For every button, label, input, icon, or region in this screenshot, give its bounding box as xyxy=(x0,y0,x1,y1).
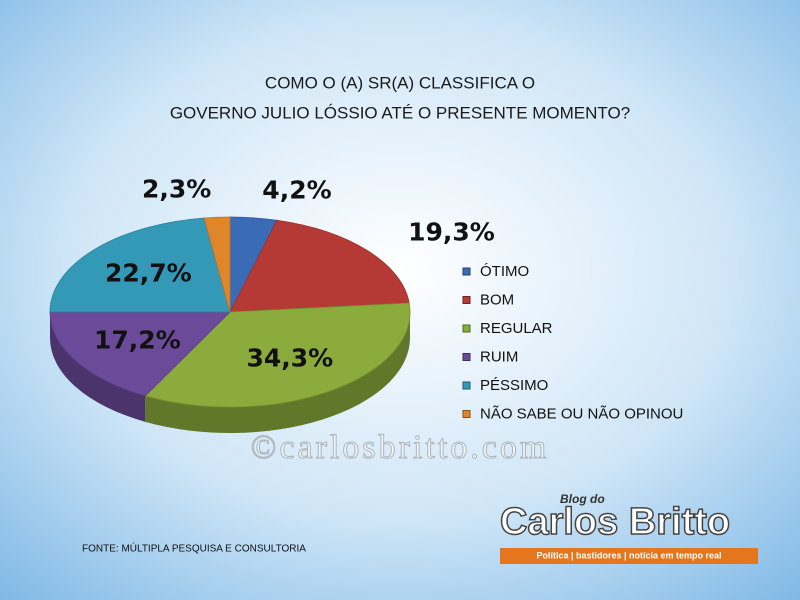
legend-swatch xyxy=(462,353,471,361)
legend-swatch xyxy=(462,267,471,276)
slice xyxy=(203,216,231,313)
chart-title: GOVERNO JULIO LÓSSIO ATÉ O PRESENTE MOME… xyxy=(170,103,630,122)
legend-swatch xyxy=(462,410,471,418)
source: FONTE: MÚLTIPLA PESQUISA E CONSULTORIA xyxy=(82,542,306,555)
value-label: 34,3% xyxy=(246,343,333,372)
slice xyxy=(229,219,410,313)
logo-tagline: Política | bastidores | notícia em tempo… xyxy=(536,550,721,560)
slice-top xyxy=(203,216,231,313)
slice xyxy=(49,311,231,422)
value-label: 22,7% xyxy=(105,259,192,288)
slice-top xyxy=(49,217,231,313)
legend-label: ÓTIMO xyxy=(480,263,529,280)
slice-top xyxy=(144,302,411,408)
slice xyxy=(144,302,411,433)
pie xyxy=(49,216,411,433)
logo-kicker: Blog do xyxy=(560,492,605,506)
value-label: 2,3% xyxy=(142,175,211,204)
slice-side xyxy=(145,312,410,433)
slice-top xyxy=(49,311,231,397)
logo-name: Carlos Britto xyxy=(500,501,730,543)
value-label: 4,2% xyxy=(262,175,331,204)
legend-label: RUIM xyxy=(480,348,518,365)
logo-bar xyxy=(500,548,758,564)
watermark: ©carlosbritto.com xyxy=(251,429,550,466)
legend-swatch xyxy=(462,324,471,333)
slice-top xyxy=(229,219,410,313)
value-label: 19,3% xyxy=(408,218,495,247)
legend-label: REGULAR xyxy=(480,320,553,337)
value-label: 17,2% xyxy=(94,325,181,354)
legend-label: NÃO SABE OU NÃO OPINOU xyxy=(480,405,683,422)
legend-label: BOM xyxy=(480,291,514,308)
slice xyxy=(49,217,231,313)
legend-swatch xyxy=(462,296,471,304)
legend-label: PÉSSIMO xyxy=(480,377,548,394)
chart-title: COMO O (A) SR(A) CLASSIFICA O xyxy=(265,73,535,92)
slice-side xyxy=(50,312,146,422)
legend-swatch xyxy=(462,381,471,390)
